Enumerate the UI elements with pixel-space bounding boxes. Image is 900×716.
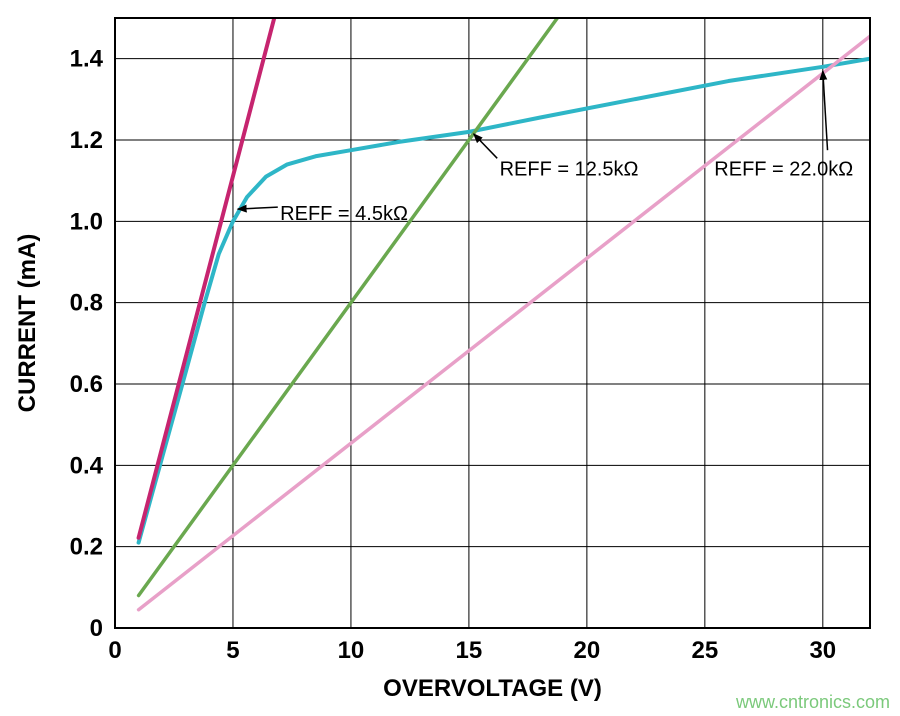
chart-svg: 0 5 10 15 20 25 30 0 0.2 0.4 0.6 0.8 1.0 1.2 1.4 OVERVO… <box>0 0 900 716</box>
y-tick-label: 0 <box>90 615 103 642</box>
chart-container: 0 5 10 15 20 25 30 0 0.2 0.4 0.6 0.8 1.0 1.2 1.4 OVERVO… <box>0 0 900 716</box>
y-axis-label: CURRENT (mA) <box>14 234 41 413</box>
x-axis-label: OVERVOLTAGE (V) <box>383 675 602 702</box>
annotation-label: REFF = 12.5kΩ <box>500 158 639 180</box>
y-tick-label: 0.2 <box>70 534 103 561</box>
x-tick-label: 25 <box>691 637 718 664</box>
x-tick-label: 0 <box>108 637 121 664</box>
y-tick-label: 0.8 <box>70 290 103 317</box>
y-tick-label: 0.6 <box>70 371 103 398</box>
chart-bg <box>0 0 900 716</box>
x-tick-label: 5 <box>226 637 239 664</box>
y-tick-label: 1.2 <box>70 127 103 154</box>
y-tick-label: 1.0 <box>70 208 103 235</box>
x-tick-label: 20 <box>574 637 601 664</box>
y-tick-label: 0.4 <box>70 452 104 479</box>
x-tick-label: 15 <box>456 637 483 664</box>
x-tick-label: 30 <box>809 637 836 664</box>
x-tick-label: 10 <box>338 637 365 664</box>
annotation-label: REFF = 4.5kΩ <box>280 203 408 225</box>
watermark: www.cntronics.com <box>735 692 890 712</box>
y-tick-label: 1.4 <box>70 46 104 73</box>
annotation-label: REFF = 22.0kΩ <box>714 158 853 180</box>
